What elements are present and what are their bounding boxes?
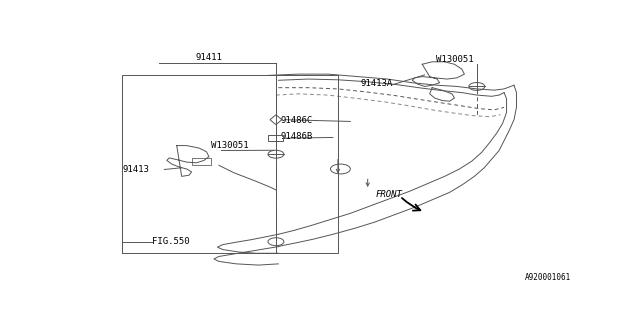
- Text: 91486B: 91486B: [281, 132, 313, 141]
- Text: W130051: W130051: [211, 141, 249, 150]
- Text: 91413A: 91413A: [360, 79, 392, 89]
- Text: 91486C: 91486C: [281, 116, 313, 125]
- Text: A920001061: A920001061: [525, 273, 571, 282]
- Text: 91411: 91411: [196, 53, 222, 62]
- Bar: [122, 75, 338, 253]
- Bar: [191, 158, 211, 165]
- Text: FRONT: FRONT: [375, 190, 402, 199]
- Text: FIG.550: FIG.550: [152, 237, 189, 246]
- Bar: [269, 135, 284, 141]
- Text: 91413: 91413: [122, 165, 149, 174]
- Text: W130051: W130051: [436, 54, 474, 64]
